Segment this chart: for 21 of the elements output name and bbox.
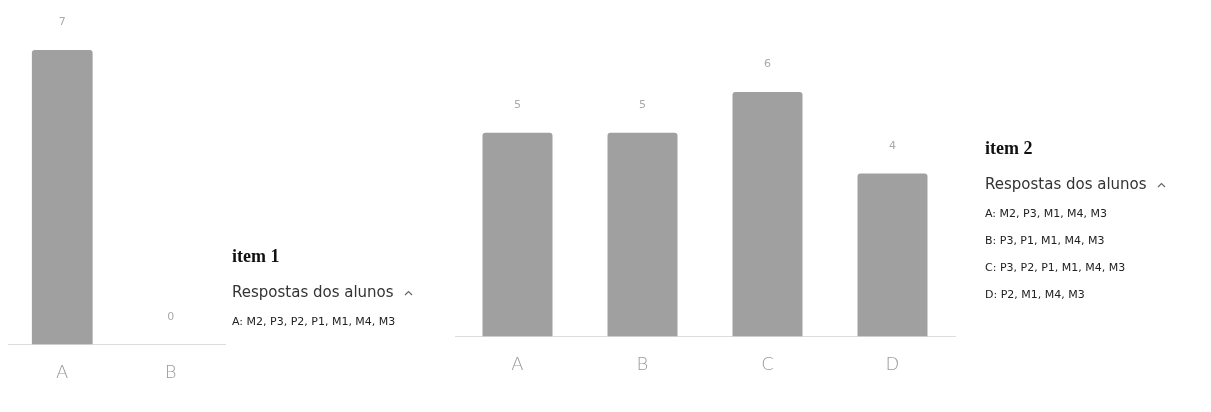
x-tick-label: A [56, 360, 69, 382]
text: A: M2, P3, M1, M4, M3 [985, 207, 1109, 220]
text: C: P3, P2, P1, M1, M4, M3 [985, 261, 1127, 274]
data-label: 0 [167, 309, 175, 323]
data-label: 5 [514, 98, 521, 112]
data-label: 5 [639, 98, 646, 112]
text: A: M2, P3, P2, P1, M1, M4, M3 [232, 315, 397, 328]
data-label: 7 [58, 15, 66, 29]
x-tick-label: B [636, 352, 649, 374]
text: B: P3, P1, M1, M4, M3 [985, 234, 1106, 247]
data-label: 6 [764, 57, 771, 71]
text: D: P2, M1, M4, M3 [985, 288, 1086, 301]
x-tick-label: D [885, 352, 900, 374]
text: item 1 [232, 246, 281, 267]
text: Respostas dos alunos [232, 283, 394, 301]
text: item 2 [985, 138, 1034, 159]
x-tick-label: C [761, 352, 774, 374]
data-label: 4 [889, 138, 896, 152]
x-tick-label: A [511, 352, 524, 374]
text: Respostas dos alunos [985, 175, 1147, 193]
x-tick-label: B [164, 360, 177, 382]
